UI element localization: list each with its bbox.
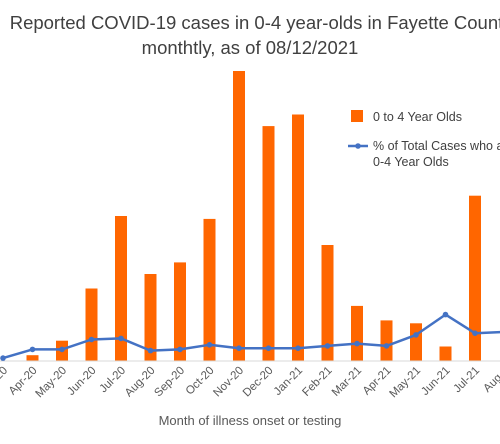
line-point-dec-20 (265, 345, 272, 352)
chart-title-line-1: Reported COVID-19 cases in 0-4 year-olds… (10, 12, 500, 33)
bar-nov-20 (233, 71, 245, 361)
line-point-oct-20 (206, 342, 213, 348)
legend-swatch-marker (355, 143, 361, 149)
bar-feb-21 (321, 245, 334, 361)
chart-title-line-2: monthtly, as of 08/12/2021 (142, 37, 359, 58)
legend-label-line-1: % of Total Cases who a (373, 139, 500, 153)
line-point-jul-20 (118, 335, 124, 342)
legend-label-line-2: 0-4 Year Olds (373, 155, 449, 169)
bar-apr-20 (26, 355, 39, 361)
tick-label-mar-20: -20 (0, 365, 10, 385)
line-point-jun-21 (442, 311, 449, 318)
bar-may-21 (410, 323, 422, 361)
legend-label-bars: 0 to 4 Year Olds (373, 110, 462, 124)
line-point-feb-21 (324, 343, 331, 349)
bar-aug-20 (144, 274, 157, 361)
line-point-apr-20 (29, 346, 36, 353)
legend-swatch-bars (351, 110, 363, 122)
percent-line (2, 313, 500, 360)
line-point-aug-20 (147, 347, 154, 354)
line-point-mar-21 (354, 340, 360, 347)
bar-apr-21 (380, 320, 393, 361)
line-point-may-21 (413, 332, 419, 338)
bar-jun-20 (85, 288, 98, 361)
bar-jan-21 (292, 114, 304, 361)
bar-dec-20 (262, 126, 275, 361)
x-axis-label: Month of illness onset or testing (159, 413, 342, 428)
legend: 0 to 4 Year Olds % of Total Cases who a … (348, 110, 500, 169)
line-series-percent-of-total (0, 311, 500, 361)
bar-sep-20 (174, 262, 186, 361)
line-point-mar-20 (0, 355, 6, 361)
line-point-sep-20 (177, 346, 183, 353)
line-point-jun-20 (88, 336, 95, 343)
bar-oct-20 (203, 218, 216, 361)
bar-series-0-4-year-olds (26, 71, 481, 361)
bar-jul-20 (115, 216, 127, 361)
bar-jul-21 (469, 195, 481, 361)
line-point-may-20 (59, 346, 65, 353)
line-point-jul-21 (472, 330, 478, 337)
line-point-nov-20 (236, 345, 242, 352)
bar-jun-21 (439, 346, 452, 361)
line-point-apr-21 (383, 343, 390, 349)
bar-mar-21 (351, 305, 363, 361)
line-point-jan-21 (295, 345, 301, 352)
